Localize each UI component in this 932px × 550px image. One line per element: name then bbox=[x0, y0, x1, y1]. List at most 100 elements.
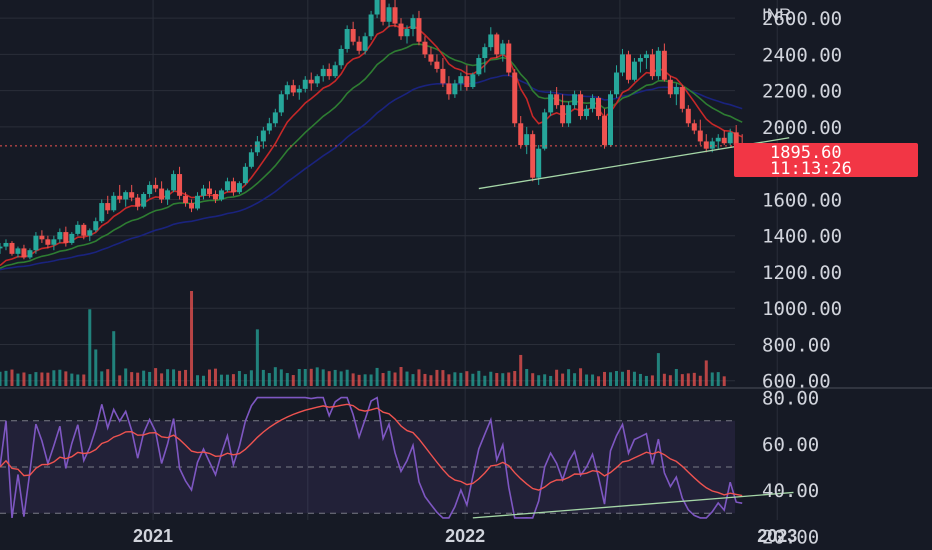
volume-bar bbox=[136, 372, 140, 386]
candle-body bbox=[655, 50, 661, 77]
price-axis-tick: 800.00 bbox=[762, 334, 831, 356]
volume-bar bbox=[650, 375, 654, 386]
volume-bar bbox=[184, 369, 188, 386]
volume-bar bbox=[363, 374, 367, 386]
volume-bar bbox=[100, 371, 104, 386]
volume-bar bbox=[255, 329, 259, 386]
candle-body bbox=[99, 203, 105, 222]
volume-bar bbox=[0, 371, 2, 386]
volume-bar bbox=[387, 370, 391, 386]
price-axis-tick: 1200.00 bbox=[762, 262, 842, 284]
candle-body bbox=[434, 61, 440, 69]
candle-body bbox=[296, 88, 302, 93]
candle-body bbox=[679, 87, 685, 109]
candle-body bbox=[290, 85, 296, 93]
volume-bar bbox=[668, 375, 672, 386]
volume-bar bbox=[82, 374, 86, 386]
volume-bar bbox=[477, 370, 481, 386]
time-axis-label: 2023 bbox=[757, 526, 797, 546]
volume-bar bbox=[333, 369, 337, 386]
candle-body bbox=[3, 242, 9, 247]
volume-bar bbox=[447, 374, 451, 386]
candle-body bbox=[410, 18, 416, 30]
volume-bar bbox=[369, 374, 373, 386]
candle-body bbox=[111, 195, 117, 211]
volume-bar bbox=[620, 371, 624, 386]
volume-bar bbox=[632, 371, 636, 386]
volume-bar bbox=[172, 369, 176, 386]
volume-bar bbox=[285, 373, 289, 386]
volume-bar bbox=[16, 373, 20, 386]
volume-bar bbox=[46, 372, 50, 386]
candle-body bbox=[554, 94, 560, 106]
volume-bar bbox=[327, 371, 331, 386]
candle-body bbox=[69, 233, 75, 243]
volume-bar bbox=[357, 374, 361, 386]
candle-body bbox=[697, 130, 703, 142]
candle-body bbox=[129, 192, 135, 198]
candle-body bbox=[135, 197, 141, 207]
volume-bar bbox=[303, 369, 307, 386]
volume-bar bbox=[573, 373, 577, 386]
candle-body bbox=[21, 248, 27, 258]
volume-bar bbox=[441, 370, 445, 386]
candle-body bbox=[458, 76, 464, 84]
candle-body bbox=[27, 250, 33, 258]
candle-body bbox=[625, 54, 631, 80]
volume-bar bbox=[519, 354, 523, 386]
volume-bar bbox=[501, 373, 505, 386]
volume-bar bbox=[202, 375, 206, 386]
candle-body bbox=[667, 79, 673, 95]
rsi-trendline bbox=[472, 491, 794, 519]
candle-body bbox=[428, 54, 434, 62]
candle-body bbox=[15, 248, 21, 254]
volume-bar bbox=[148, 371, 152, 386]
volume-bar bbox=[561, 373, 565, 386]
candle-body bbox=[81, 224, 87, 236]
volume-bar bbox=[692, 372, 696, 386]
volume-bar bbox=[710, 372, 714, 386]
candle-body bbox=[494, 34, 500, 55]
volume-bar bbox=[237, 371, 241, 386]
ma-fast-line bbox=[0, 24, 743, 267]
candle-body bbox=[548, 94, 554, 113]
rsi-axis-tick: 40.00 bbox=[762, 480, 819, 502]
candle-body bbox=[733, 132, 739, 146]
volume-bar bbox=[585, 374, 589, 386]
candle-body bbox=[619, 54, 625, 73]
volume-bar bbox=[656, 353, 660, 386]
candle-body bbox=[39, 235, 45, 240]
candle-body bbox=[159, 188, 165, 200]
candle-body bbox=[183, 195, 189, 204]
candle-body bbox=[685, 108, 691, 124]
volume-bar bbox=[339, 371, 343, 386]
volume-bar bbox=[40, 372, 44, 386]
candle-body bbox=[602, 116, 608, 146]
candle-body bbox=[703, 141, 709, 149]
volume-bar bbox=[160, 373, 164, 386]
candle-body bbox=[727, 132, 733, 144]
volume-bar bbox=[28, 374, 32, 386]
candle-body bbox=[212, 194, 218, 200]
volume-bar bbox=[680, 374, 684, 386]
volume-bar bbox=[130, 372, 134, 386]
candle-body bbox=[195, 195, 201, 209]
candle-body bbox=[356, 41, 362, 51]
candle-body bbox=[248, 152, 254, 167]
volume-bar bbox=[64, 371, 68, 386]
candle-body bbox=[362, 36, 368, 51]
candle-body bbox=[596, 97, 602, 117]
candle-body bbox=[512, 72, 518, 124]
volume-bar bbox=[76, 374, 80, 386]
volume-bar bbox=[309, 368, 313, 386]
candle-body bbox=[691, 123, 697, 131]
volume-bar bbox=[178, 370, 182, 386]
candle-body bbox=[721, 137, 727, 144]
volume-bar bbox=[112, 331, 116, 386]
candle-body bbox=[608, 94, 614, 146]
volume-bar bbox=[213, 368, 217, 386]
volume-bar bbox=[243, 374, 247, 386]
candle-body bbox=[117, 195, 123, 200]
